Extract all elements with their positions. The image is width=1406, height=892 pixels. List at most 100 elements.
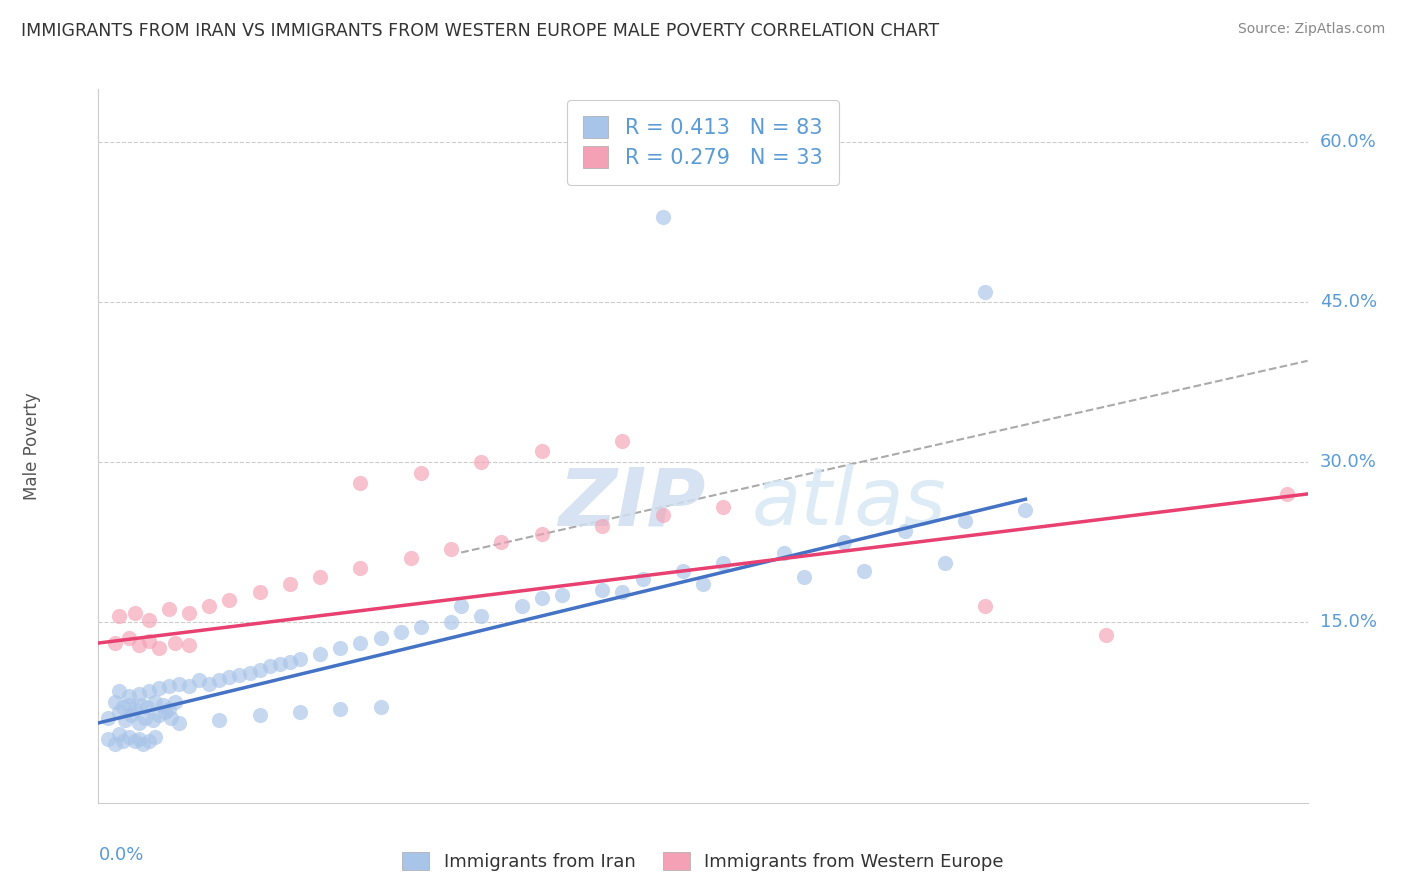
Point: [107, 609, 129, 624]
Point: [409, 466, 432, 480]
Point: [163, 636, 186, 650]
Point: [148, 641, 170, 656]
Point: [111, 700, 134, 714]
Point: [409, 620, 432, 634]
Point: [711, 556, 734, 570]
Point: [470, 609, 492, 624]
Point: [349, 476, 371, 491]
Point: [103, 695, 125, 709]
Point: [370, 700, 392, 714]
Point: [692, 577, 714, 591]
Point: [249, 708, 271, 723]
Text: Source: ZipAtlas.com: Source: ZipAtlas.com: [1237, 22, 1385, 37]
Point: [107, 684, 129, 698]
Point: [853, 564, 876, 578]
Point: [198, 676, 221, 690]
Point: [651, 210, 673, 224]
Point: [138, 734, 160, 748]
Point: [288, 706, 311, 720]
Point: [793, 570, 815, 584]
Point: [132, 737, 155, 751]
Point: [124, 702, 146, 716]
Legend: R = 0.413   N = 83, R = 0.279   N = 33: R = 0.413 N = 83, R = 0.279 N = 33: [567, 100, 839, 185]
Point: [530, 591, 553, 606]
Point: [118, 631, 141, 645]
Point: [370, 631, 392, 645]
Point: [134, 710, 156, 724]
Point: [120, 708, 142, 723]
Point: [177, 638, 201, 652]
Point: [128, 731, 150, 746]
Point: [153, 706, 176, 720]
Point: [1277, 487, 1299, 501]
Point: [143, 730, 166, 744]
Point: [530, 444, 553, 458]
Point: [239, 665, 262, 680]
Point: [114, 713, 136, 727]
Point: [440, 615, 463, 629]
Point: [974, 599, 997, 613]
Point: [208, 673, 231, 688]
Point: [142, 713, 165, 727]
Point: [198, 599, 221, 613]
Point: [177, 679, 201, 693]
Text: 15.0%: 15.0%: [1320, 613, 1376, 631]
Point: [138, 634, 160, 648]
Point: [97, 731, 120, 746]
Point: [167, 715, 190, 730]
Point: [218, 593, 240, 607]
Point: [1095, 627, 1118, 641]
Point: [124, 734, 146, 748]
Point: [551, 588, 574, 602]
Point: [711, 500, 734, 514]
Point: [259, 659, 281, 673]
Point: [491, 534, 513, 549]
Point: [612, 585, 634, 599]
Text: ZIP: ZIP: [558, 464, 706, 542]
Point: [111, 734, 134, 748]
Point: [530, 527, 553, 541]
Point: [218, 670, 240, 684]
Point: [157, 679, 180, 693]
Point: [138, 613, 160, 627]
Point: [128, 715, 150, 730]
Legend: Immigrants from Iran, Immigrants from Western Europe: Immigrants from Iran, Immigrants from We…: [395, 845, 1011, 879]
Point: [440, 542, 463, 557]
Point: [953, 514, 976, 528]
Point: [470, 455, 492, 469]
Point: [177, 606, 201, 620]
Point: [278, 655, 301, 669]
Point: [309, 570, 332, 584]
Text: atlas: atlas: [751, 464, 946, 542]
Point: [1014, 503, 1036, 517]
Text: IMMIGRANTS FROM IRAN VS IMMIGRANTS FROM WESTERN EUROPE MALE POVERTY CORRELATION : IMMIGRANTS FROM IRAN VS IMMIGRANTS FROM …: [21, 22, 939, 40]
Point: [188, 673, 211, 688]
Point: [278, 577, 301, 591]
Point: [249, 585, 271, 599]
Point: [934, 556, 956, 570]
Point: [157, 602, 180, 616]
Point: [167, 676, 190, 690]
Point: [129, 698, 152, 712]
Point: [118, 730, 141, 744]
Point: [329, 641, 352, 656]
Point: [329, 702, 352, 716]
Text: 60.0%: 60.0%: [1320, 134, 1376, 152]
Point: [148, 708, 170, 723]
Point: [309, 647, 332, 661]
Text: 45.0%: 45.0%: [1320, 293, 1376, 311]
Point: [832, 534, 855, 549]
Point: [349, 636, 371, 650]
Point: [118, 690, 141, 704]
Point: [651, 508, 673, 523]
Point: [124, 606, 146, 620]
Point: [148, 681, 170, 695]
Point: [107, 706, 129, 720]
Point: [118, 698, 141, 712]
Point: [389, 625, 412, 640]
Point: [591, 519, 613, 533]
Point: [103, 636, 125, 650]
Point: [450, 599, 472, 613]
Point: [128, 687, 150, 701]
Point: [591, 582, 613, 597]
